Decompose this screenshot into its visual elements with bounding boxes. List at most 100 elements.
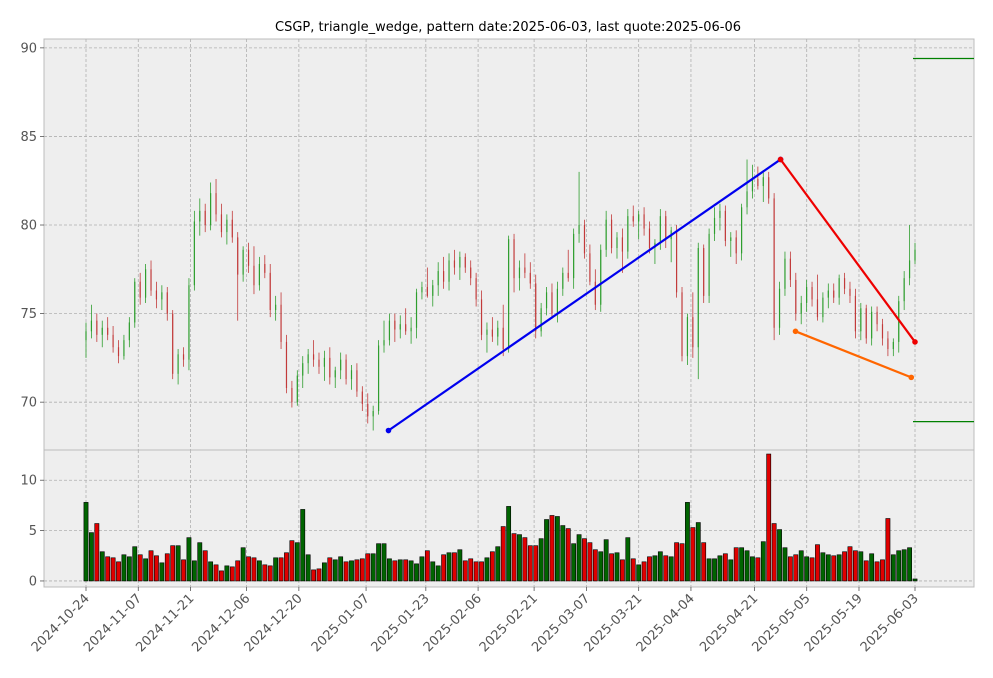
candle-body <box>778 288 781 328</box>
volume-bar <box>592 549 598 582</box>
volume-bar <box>338 556 344 582</box>
volume-bar <box>625 537 631 582</box>
candle-body <box>464 256 466 268</box>
x-axis: 2024-10-242024-11-072024-11-212024-12-06… <box>29 587 922 655</box>
volume-bar <box>246 556 251 582</box>
volume-bar <box>457 549 463 582</box>
candle-body <box>480 299 483 335</box>
candle-body <box>594 281 596 305</box>
volume-bar <box>652 555 658 582</box>
candle-body <box>231 219 233 238</box>
volume-bar <box>452 552 457 582</box>
candle-body <box>388 320 391 341</box>
candle-body <box>908 260 911 279</box>
volume-bar <box>294 542 300 582</box>
candle-body <box>605 219 607 250</box>
volume-bar <box>685 502 690 582</box>
candle-body <box>762 177 764 187</box>
candle-body <box>892 341 894 350</box>
price-tick-label: 90 <box>20 41 37 56</box>
candle-body <box>437 271 439 286</box>
volume-bar <box>479 561 484 582</box>
volume-bar <box>890 554 896 582</box>
candle-body <box>334 370 336 378</box>
candle-body <box>914 249 916 261</box>
volume-bar <box>777 529 782 582</box>
candle-body <box>524 267 526 273</box>
volume-bar <box>522 537 528 582</box>
volume-bar <box>213 564 219 582</box>
candle-body <box>210 193 212 226</box>
candle-body <box>182 354 185 360</box>
candle-body <box>741 207 743 254</box>
volume-bar <box>105 556 111 582</box>
volume-bar <box>852 550 858 582</box>
volume-bar <box>912 578 918 582</box>
candle-body <box>145 269 147 298</box>
candle-body <box>854 295 856 332</box>
volume-bar <box>316 568 322 582</box>
candle-body <box>659 216 661 243</box>
volume-bar <box>116 561 121 582</box>
candle-body <box>150 269 152 291</box>
candle-body <box>340 359 342 371</box>
volume-bar <box>831 555 837 582</box>
volume-bar <box>322 562 327 582</box>
volume-bar <box>300 509 306 582</box>
candle-body <box>280 304 282 342</box>
candle-body <box>247 249 250 266</box>
candle-body <box>372 411 374 417</box>
volume-bar <box>809 557 815 582</box>
candle-body <box>356 370 358 392</box>
volume-bar <box>804 556 810 582</box>
candle-body <box>426 287 428 296</box>
volume-bar <box>587 542 593 582</box>
candle-body <box>166 292 168 314</box>
candle-body <box>860 308 862 332</box>
volume-bar <box>647 556 652 582</box>
volume-bar <box>403 559 409 582</box>
volume-bar <box>94 523 100 582</box>
volume-bar <box>506 506 512 582</box>
volume-bar <box>880 559 885 582</box>
volume-bar <box>414 563 419 582</box>
volume-bar <box>782 547 788 582</box>
trend-line-point <box>912 339 918 345</box>
volume-bar <box>148 550 154 582</box>
volume-bar <box>343 561 349 582</box>
volume-bar <box>842 551 847 582</box>
volume-bar <box>560 525 566 582</box>
volume-bar <box>332 559 338 582</box>
candles <box>85 159 916 431</box>
candle-body <box>177 354 179 374</box>
candle-body <box>237 237 239 275</box>
trend-line-point <box>385 427 392 434</box>
candle-body <box>686 317 689 357</box>
candle-body <box>675 230 678 293</box>
candle-body <box>85 331 87 341</box>
volume-bar <box>847 546 853 582</box>
volume-tick-label: 0 <box>29 574 37 589</box>
volume-bar <box>164 553 170 582</box>
volume-bar <box>327 557 333 582</box>
candle-body <box>757 178 759 187</box>
candle-body <box>551 292 553 314</box>
candle-body <box>302 363 304 376</box>
candle-body <box>806 287 808 303</box>
candle-body <box>746 191 748 208</box>
candle-body <box>128 322 130 341</box>
candle-body <box>621 237 624 252</box>
volume-bar <box>473 561 479 582</box>
candle-body <box>470 267 472 279</box>
candle-body <box>421 287 423 293</box>
candle-body <box>172 313 174 374</box>
volume-bar <box>722 553 728 582</box>
volume-bar <box>424 550 430 582</box>
candle-body <box>865 308 867 339</box>
volume-bar <box>815 544 820 582</box>
volume-bar <box>219 570 224 582</box>
candle-body <box>784 258 786 289</box>
candle-body <box>703 248 705 296</box>
candle-body <box>123 340 125 357</box>
